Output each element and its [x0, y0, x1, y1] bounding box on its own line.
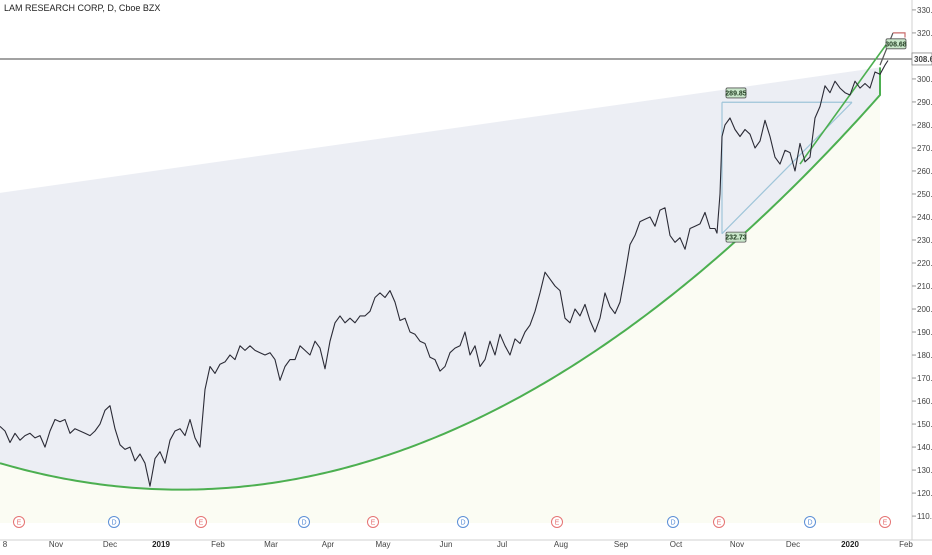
x-tick-label: 2019 [152, 540, 170, 549]
earnings-marker[interactable] [195, 516, 207, 528]
event-marker-label: E [555, 520, 560, 527]
dividend-marker[interactable] [667, 516, 679, 528]
x-tick-label: Nov [49, 540, 63, 549]
y-tick-label: 280.00 [917, 121, 932, 130]
event-marker-label: D [111, 520, 116, 527]
event-marker-label: D [301, 520, 306, 527]
x-tick-label: Feb [899, 540, 913, 549]
x-tick-label: Oct [670, 540, 683, 549]
y-tick-label: 320.00 [917, 29, 932, 38]
chart-title: LAM RESEARCH CORP, D, Cboe BZX [4, 3, 160, 13]
dividend-marker[interactable] [108, 516, 120, 528]
wedge-lower-fill [0, 67, 880, 524]
y-tick-label: 130.00 [917, 466, 932, 475]
event-marker-label: E [199, 520, 204, 527]
x-tick-label: Dec [103, 540, 117, 549]
x-axis-ticks: 8 Nov Dec 2019 Feb Mar Apr May Jun Jul Aug Sep Oct No… [3, 540, 914, 549]
wedge-fill [0, 67, 880, 490]
y-tick-label: 240.00 [917, 213, 932, 222]
x-tick-label: Apr [322, 540, 335, 549]
event-marker-label: D [670, 520, 675, 527]
price-annotation-box [885, 38, 907, 50]
trend-line [799, 41, 889, 165]
x-tick-label: Mar [264, 540, 278, 549]
y-axis-ticks: 110.00 120.00 130.00 140.00 150.00 160.00 170.… [911, 6, 932, 521]
x-tick-label: Feb [211, 540, 225, 549]
y-tick-label: 160.00 [917, 397, 932, 406]
price-series-group [0, 60, 889, 487]
y-tick-label: 150.00 [917, 420, 932, 429]
price-annotation-box [725, 87, 747, 99]
price-annotation-label: 308.68 [885, 41, 907, 48]
event-marker-label: D [807, 520, 812, 527]
y-tick-label: 110.00 [917, 512, 932, 521]
annotation-group: 289.85 232.73 308.68 [725, 38, 907, 243]
price-line [0, 60, 889, 487]
dividend-marker[interactable] [804, 516, 816, 528]
current-price-label: 308.68 [914, 55, 932, 64]
y-tick-label: 270.00 [917, 144, 932, 153]
y-tick-label: 220.00 [917, 259, 932, 268]
x-tick-label: Nov [730, 540, 744, 549]
price-annotation-label: 289.85 [725, 90, 747, 97]
earnings-marker[interactable] [367, 516, 379, 528]
y-tick-label: 300.00 [917, 75, 932, 84]
earnings-marker[interactable] [713, 516, 725, 528]
x-tick-label: Aug [554, 540, 568, 549]
y-tick-label: 330.00 [917, 6, 932, 15]
x-tick-label: Jun [440, 540, 453, 549]
price-annotation-box [725, 231, 747, 243]
y-tick-label: 140.00 [917, 443, 932, 452]
y-tick-label: 260.00 [917, 167, 932, 176]
y-tick-label: 170.00 [917, 374, 932, 383]
range-box-right [721, 101, 853, 235]
event-marker-label: E [371, 520, 376, 527]
event-marker-label: E [17, 520, 22, 527]
dividend-marker[interactable] [457, 516, 469, 528]
earnings-marker[interactable] [551, 516, 563, 528]
earnings-marker[interactable] [13, 516, 25, 528]
x-tick-label: Dec [786, 540, 800, 549]
x-tick-label: Sep [614, 540, 629, 549]
current-price-badge [911, 52, 932, 66]
x-tick-label: Jul [497, 540, 507, 549]
dividend-marker[interactable] [298, 516, 310, 528]
event-marker-label: D [460, 520, 465, 527]
x-tick-label: 8 [3, 540, 8, 549]
y-tick-label: 250.00 [917, 190, 932, 199]
price-annotation-label: 232.73 [725, 235, 747, 242]
y-tick-label: 190.00 [917, 328, 932, 337]
y-tick-label: 210.00 [917, 282, 932, 291]
target-arrow-tip [893, 32, 906, 38]
y-tick-label: 230.00 [917, 236, 932, 245]
x-tick-label: May [375, 540, 390, 549]
y-tick-label: 180.00 [917, 351, 932, 360]
x-tick-label: 2020 [841, 540, 859, 549]
y-tick-label: 290.00 [917, 98, 932, 107]
earnings-marker[interactable] [879, 516, 891, 528]
event-marker-label: E [883, 520, 888, 527]
event-marker-label: E [717, 520, 722, 527]
y-tick-label: 200.00 [917, 305, 932, 314]
y-tick-label: 120.00 [917, 489, 932, 498]
